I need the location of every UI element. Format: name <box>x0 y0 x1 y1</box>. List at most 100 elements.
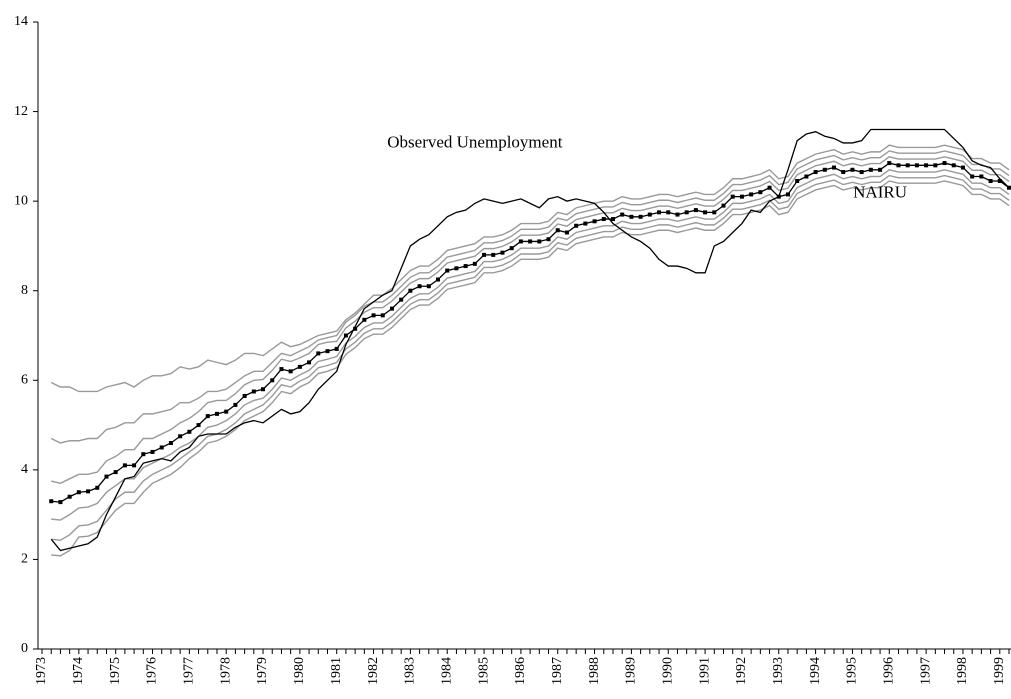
x-tick-label: 1986 <box>513 657 528 685</box>
marker <box>362 317 367 322</box>
marker <box>693 208 698 213</box>
x-tick-label: 1982 <box>366 657 381 685</box>
marker <box>307 360 312 365</box>
marker <box>132 463 137 468</box>
marker <box>334 346 339 351</box>
marker <box>712 210 717 215</box>
y-tick-label: 0 <box>21 641 28 656</box>
y-tick-label: 10 <box>14 193 28 208</box>
marker <box>417 284 422 289</box>
marker <box>970 174 975 179</box>
marker <box>822 167 827 172</box>
marker <box>297 364 302 369</box>
series-line <box>50 128 1010 552</box>
marker <box>666 210 671 215</box>
marker <box>168 440 173 445</box>
marker <box>832 165 837 170</box>
y-tick-label: 14 <box>14 14 28 29</box>
marker <box>620 212 625 217</box>
marker <box>224 409 229 414</box>
marker <box>214 411 219 416</box>
series-label: Observed Unemployment <box>387 132 562 151</box>
marker <box>905 163 910 168</box>
marker <box>196 423 201 428</box>
marker <box>574 223 579 228</box>
marker <box>647 212 652 217</box>
marker <box>445 268 450 273</box>
marker <box>979 174 984 179</box>
series-line <box>50 144 1010 393</box>
marker <box>233 402 238 407</box>
marker <box>564 230 569 235</box>
series-label: NAIRU <box>853 183 907 202</box>
marker <box>288 369 293 374</box>
marker <box>242 393 247 398</box>
marker <box>279 367 284 372</box>
marker <box>205 414 210 419</box>
marker <box>325 349 330 354</box>
marker <box>601 217 606 222</box>
marker <box>592 219 597 224</box>
marker <box>187 429 192 434</box>
marker <box>482 252 487 257</box>
marker <box>509 246 514 251</box>
marker <box>868 167 873 172</box>
y-tick-label: 12 <box>14 104 28 119</box>
marker <box>270 378 275 383</box>
x-tick-label: 1989 <box>624 657 639 685</box>
marker <box>141 452 146 457</box>
marker <box>159 445 164 450</box>
x-tick-label: 1980 <box>292 657 307 685</box>
marker <box>104 474 109 479</box>
marker <box>546 237 551 242</box>
marker <box>785 192 790 197</box>
marker <box>95 485 100 490</box>
marker <box>178 434 183 439</box>
marker <box>610 217 615 222</box>
y-tick-label: 2 <box>21 552 28 567</box>
series-line <box>50 150 1010 444</box>
marker <box>58 500 63 505</box>
marker <box>371 313 376 318</box>
series-line <box>51 169 1010 521</box>
marker <box>629 214 634 219</box>
marker <box>721 203 726 208</box>
marker <box>380 313 385 318</box>
x-tick-label: 1981 <box>329 657 344 685</box>
marker <box>583 221 588 226</box>
marker <box>887 161 892 166</box>
marker <box>703 210 708 215</box>
marker <box>389 306 394 311</box>
x-tick-label: 1994 <box>808 657 823 685</box>
marker <box>924 163 929 168</box>
marker <box>1007 185 1011 190</box>
x-tick-label: 1999 <box>992 657 1007 685</box>
x-tick-label: 1976 <box>145 657 160 685</box>
marker <box>813 170 818 175</box>
x-tick-label: 1984 <box>439 657 454 685</box>
marker <box>518 239 523 244</box>
marker <box>491 252 496 257</box>
marker <box>749 192 754 197</box>
marker <box>951 163 956 168</box>
series-line <box>51 180 1010 557</box>
series-line <box>51 162 1010 503</box>
marker <box>896 163 901 168</box>
marker <box>76 490 81 495</box>
x-tick-label: 1979 <box>255 657 270 685</box>
marker <box>316 351 321 356</box>
marker <box>555 228 560 233</box>
series-line <box>51 174 1010 541</box>
x-tick-label: 1985 <box>476 657 491 685</box>
marker <box>113 470 118 475</box>
x-tick-label: 1991 <box>697 657 712 685</box>
x-tick-label: 1978 <box>218 657 233 685</box>
x-tick-label: 1997 <box>918 657 933 685</box>
marker <box>408 288 413 293</box>
x-tick-label: 1987 <box>550 657 565 685</box>
series-line <box>51 156 1010 485</box>
marker <box>841 170 846 175</box>
marker <box>251 389 256 394</box>
